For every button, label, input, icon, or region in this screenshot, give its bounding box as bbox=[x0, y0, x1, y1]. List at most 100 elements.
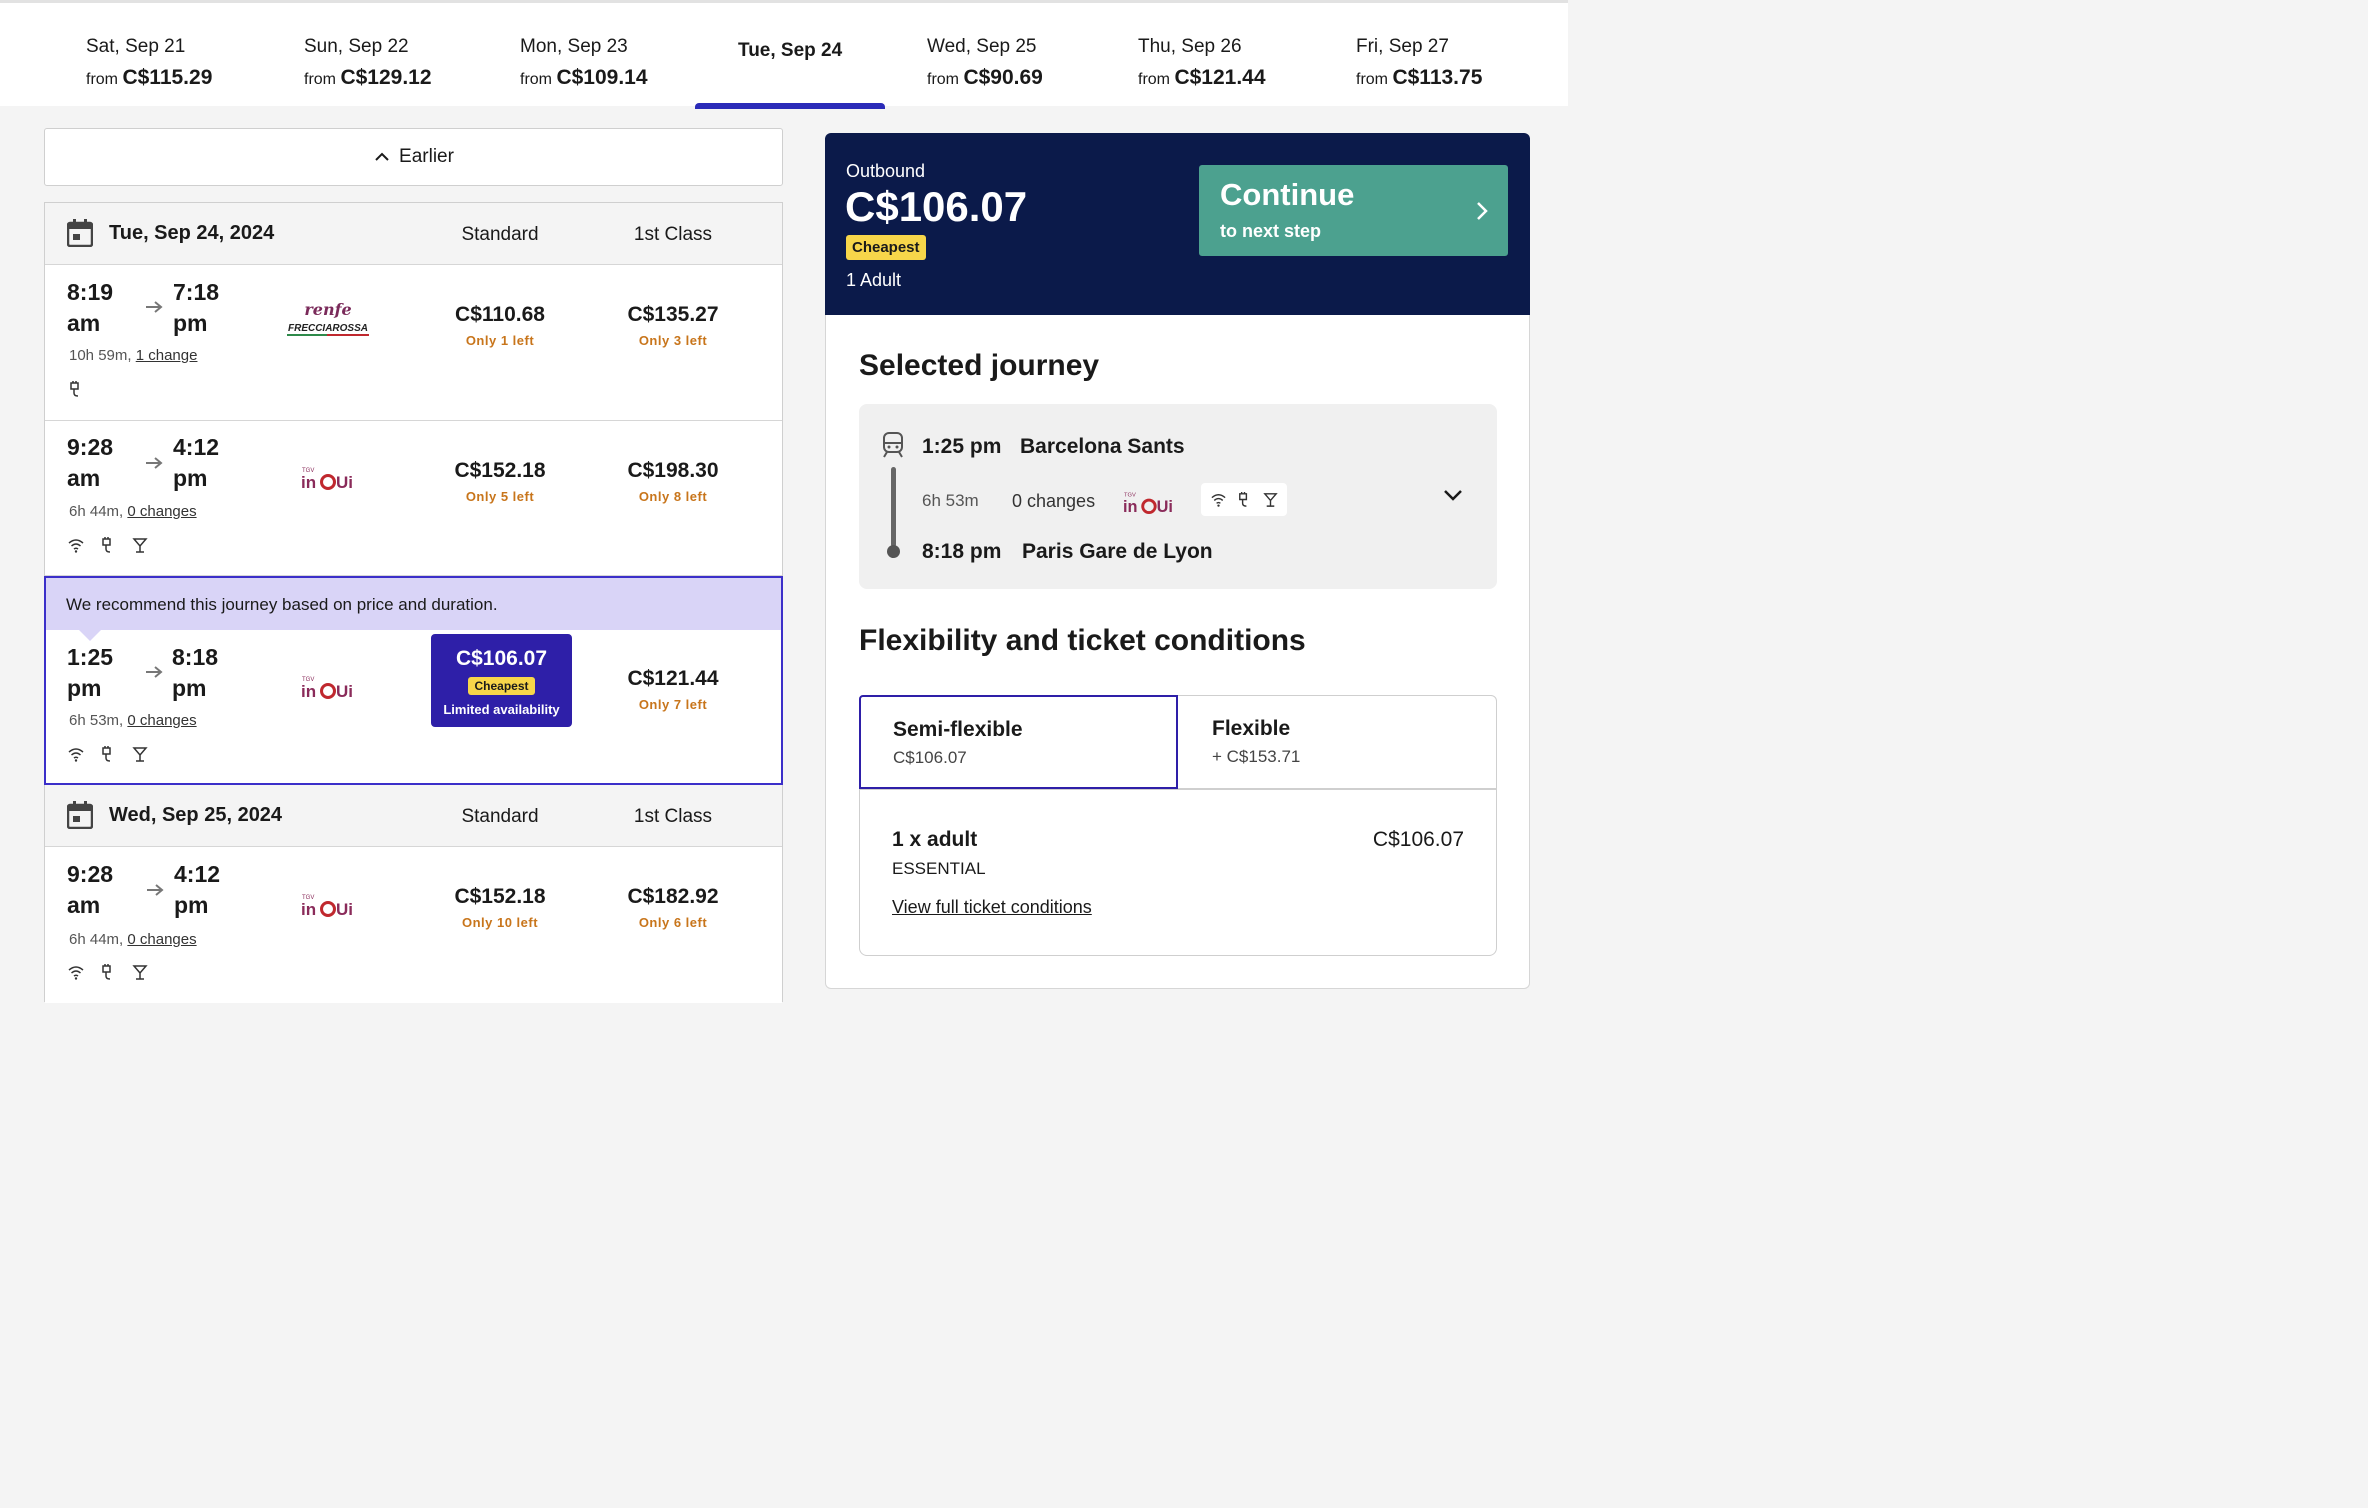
journey-meta: 6h 53m, 0 changes bbox=[69, 712, 197, 729]
amenities bbox=[67, 745, 149, 763]
changes-link[interactable]: 1 change bbox=[135, 347, 198, 364]
availability-note: Limited availability bbox=[443, 702, 560, 717]
bar-icon bbox=[132, 538, 148, 553]
date-tab-price: from C$129.12 bbox=[304, 66, 432, 89]
plug-icon bbox=[1238, 491, 1247, 507]
svg-text:in: in bbox=[1123, 498, 1138, 515]
tgv-inoui-logo: TGV in Ui bbox=[301, 677, 353, 700]
fare-option-flexible[interactable]: Flexible + C$153.71 bbox=[1178, 696, 1496, 789]
arrival-time: 8:18 pm bbox=[172, 644, 219, 701]
svg-text:TGV: TGV bbox=[302, 468, 314, 474]
date-tab-date: Wed, Sep 25 bbox=[927, 36, 1037, 57]
date-tab-date: Fri, Sep 27 bbox=[1356, 36, 1449, 57]
changes-link[interactable]: 0 changes bbox=[127, 931, 197, 948]
passenger-line: 1 x adult bbox=[892, 828, 978, 851]
changes-link[interactable]: 0 changes bbox=[127, 503, 197, 520]
continue-title: Continue bbox=[1220, 177, 1355, 212]
total-amount: C$106.07 bbox=[845, 183, 1028, 230]
calendar-icon bbox=[67, 801, 93, 829]
passenger-count: 1 Adult bbox=[846, 270, 902, 290]
svg-text:TGV: TGV bbox=[302, 895, 314, 901]
fare-option-semi-flexible[interactable]: Semi-flexible C$106.07 bbox=[859, 695, 1178, 789]
arrival-time: 4:12 pm bbox=[174, 861, 221, 918]
svg-text:Ui: Ui bbox=[336, 682, 353, 700]
route-end-dot bbox=[887, 545, 900, 558]
svg-text:Ui: Ui bbox=[336, 473, 353, 491]
journey-changes: 0 changes bbox=[1012, 491, 1096, 511]
bar-icon bbox=[132, 965, 148, 980]
date-tab-date: Sat, Sep 21 bbox=[86, 36, 186, 57]
date-tab-date: Mon, Sep 23 bbox=[520, 36, 628, 57]
chevron-right-icon bbox=[1477, 202, 1488, 220]
amenities bbox=[67, 380, 85, 398]
train-icon bbox=[883, 432, 903, 458]
first-class-price[interactable]: C$182.92 Only 6 left bbox=[627, 885, 719, 930]
journey-detail-panel: Selected journey 1:25 pm Barcelona Sants… bbox=[825, 315, 1530, 989]
column-standard: Standard bbox=[461, 224, 539, 245]
wifi-icon bbox=[68, 539, 84, 553]
earlier-label: Earlier bbox=[399, 146, 454, 167]
continue-subtitle: to next step bbox=[1220, 221, 1322, 241]
selected-journey-card[interactable]: 1:25 pm Barcelona Sants 6h 53m 0 changes… bbox=[859, 404, 1497, 589]
recommendation-banner: We recommend this journey based on price… bbox=[46, 578, 781, 641]
arrow-right-icon bbox=[147, 884, 164, 896]
svg-text:in: in bbox=[301, 900, 316, 918]
departure-time: 8:19 am bbox=[67, 279, 114, 336]
earlier-button[interactable]: Earlier bbox=[44, 128, 783, 186]
tgv-inoui-logo: TGV in Ui bbox=[301, 895, 353, 918]
standard-price[interactable]: C$152.18 Only 10 left bbox=[454, 885, 546, 930]
departure-time: 9:28 am bbox=[67, 861, 114, 918]
route-line bbox=[891, 467, 896, 547]
day-header: Tue, Sep 24, 2024 Standard 1st Class bbox=[45, 203, 782, 265]
cheapest-standard-price[interactable]: C$106.07 Cheapest Limited availability bbox=[431, 634, 572, 727]
date-tab-price: from C$113.75 bbox=[1356, 66, 1483, 89]
date-tab-date: Tue, Sep 24 bbox=[738, 40, 843, 61]
svg-text:in: in bbox=[301, 473, 316, 491]
direction-label: Outbound bbox=[846, 161, 926, 181]
fare-option-name: Semi-flexible bbox=[893, 718, 1023, 741]
continue-button[interactable]: Continue to next step bbox=[1199, 165, 1508, 256]
chevron-down-icon[interactable] bbox=[1443, 488, 1463, 502]
recommended-journey[interactable]: We recommend this journey based on price… bbox=[44, 576, 783, 785]
plug-icon bbox=[70, 381, 79, 397]
plug-icon bbox=[102, 746, 111, 762]
departure-time: 9:28 am bbox=[67, 434, 114, 491]
date-tab-price: from C$115.29 bbox=[86, 66, 213, 89]
date-tab-price: from C$109.14 bbox=[520, 66, 648, 89]
journey-meta: 6h 44m, 0 changes bbox=[69, 931, 197, 948]
chevron-up-icon bbox=[375, 152, 389, 161]
svg-text:in: in bbox=[301, 682, 316, 700]
arrival-time: 8:18 pm bbox=[922, 540, 1002, 563]
journey-row[interactable]: 9:28 am 4:12 pm 6h 44m, 0 changes TGV in U… bbox=[45, 847, 782, 1003]
view-conditions-link[interactable]: View full ticket conditions bbox=[892, 897, 1092, 917]
first-class-price[interactable]: C$198.30 Only 8 left bbox=[627, 459, 719, 504]
departure-station: Barcelona Sants bbox=[1020, 435, 1185, 458]
departure-time: 1:25 pm bbox=[922, 435, 1002, 458]
amenities bbox=[67, 963, 149, 981]
svg-text:FRECCIAROSSA: FRECCIAROSSA bbox=[288, 323, 368, 334]
first-class-price[interactable]: C$135.27 Only 3 left bbox=[627, 303, 719, 348]
wifi-icon bbox=[68, 966, 84, 980]
date-tab-price: from C$121.44 bbox=[1138, 66, 1266, 89]
first-class-price[interactable]: C$121.44 Only 7 left bbox=[627, 667, 719, 712]
wifi-icon bbox=[68, 748, 84, 762]
fare-options: Semi-flexible C$106.07 Flexible + C$153.… bbox=[859, 695, 1497, 789]
day-header-date: Tue, Sep 24, 2024 bbox=[109, 222, 275, 244]
arrow-right-icon bbox=[146, 666, 163, 678]
journey-meta: 10h 59m, 1 change bbox=[69, 347, 198, 364]
tgv-inoui-logo: TGV in Ui bbox=[1123, 493, 1173, 515]
journey-meta: 6h 44m, 0 changes bbox=[69, 503, 197, 520]
day-header: Wed, Sep 25, 2024 Standard 1st Class bbox=[45, 785, 782, 847]
cheapest-badge: Cheapest bbox=[468, 677, 535, 695]
journey-row[interactable]: 8:19 am 7:18 pm 10h 59m, 1 change renfe FR… bbox=[45, 265, 782, 421]
fare-option-price: C$106.07 bbox=[893, 748, 967, 767]
journey-row[interactable]: 9:28 am 4:12 pm 6h 44m, 0 changes TGV in U… bbox=[45, 421, 782, 576]
standard-price[interactable]: C$110.68 Only 1 left bbox=[455, 303, 545, 348]
cheapest-badge: Cheapest bbox=[846, 235, 926, 260]
standard-price[interactable]: C$152.18 Only 5 left bbox=[454, 459, 546, 504]
arrow-right-icon bbox=[146, 301, 163, 313]
departure-time: 1:25 pm bbox=[67, 644, 114, 701]
plug-icon bbox=[102, 964, 111, 980]
changes-link[interactable]: 0 changes bbox=[127, 712, 197, 729]
wifi-icon bbox=[1210, 494, 1226, 507]
